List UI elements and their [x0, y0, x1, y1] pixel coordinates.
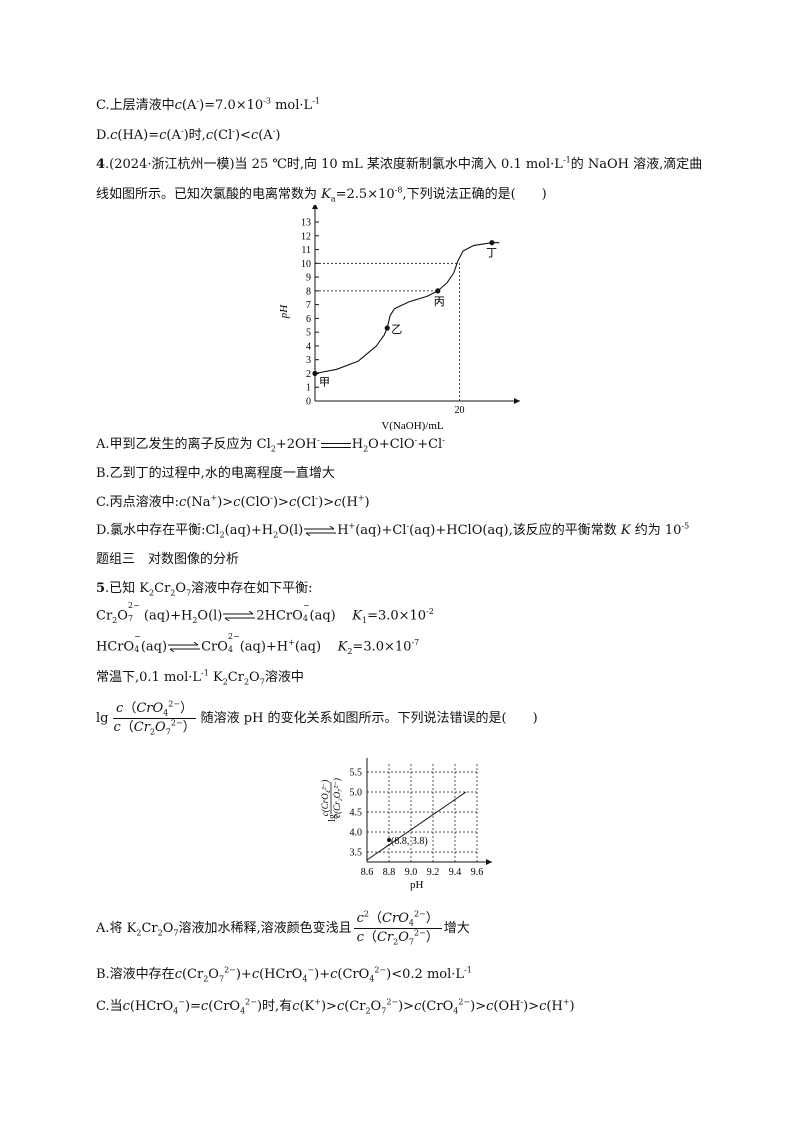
- reversible-arrow: [304, 525, 337, 536]
- reversible-arrow: [168, 641, 201, 653]
- x-tick-label: 9.4: [449, 867, 462, 878]
- y-tick-label: 10: [301, 259, 311, 270]
- option-5b: B.溶液中存在c(Cr2O72−)+c(HCrO4−)+c(CrO42−)<0.…: [96, 965, 472, 984]
- equals-arrow: [320, 441, 351, 449]
- log-ratio-chart: 8.6 8.8 9.0 9.2 9.4 9.6 3.5 4.0 4.5 5.0 5.5 (8.8, 3…: [320, 758, 492, 891]
- equilibrium-1: Cr2O2− 7 (aq)+H2O(l) 2HCrO− 4 (aq) K1=3.0×10…: [96, 600, 434, 626]
- y-tick-label: 3.5: [350, 848, 363, 859]
- y-tick-label: 7: [306, 300, 311, 311]
- question-4-line2: 线如图所示。已知次氯酸的电离常数为 Ka=2.5×10-8,下列说法正确的是( …: [96, 185, 547, 204]
- equilibrium-2: HCrO− 4 (aq) CrO2− 4 (aq)+H+(aq) K2=3.0×10-7: [96, 631, 420, 657]
- y-tick-label: 5.5: [350, 768, 363, 779]
- option-4d: D.氯水中存在平衡:Cl2(aq)+H2O(l) H+(aq)+Cl-(aq)+H…: [96, 521, 690, 540]
- point-label: 丙: [434, 296, 445, 308]
- data-point: [312, 370, 318, 377]
- option-d-prev: D.c(HA)=c(A-)时,c(Cl-)<c(A-): [96, 126, 281, 143]
- y-tick-label: 13: [301, 218, 311, 229]
- point-annotation: (8.8, 3.8): [391, 836, 428, 847]
- option-c-prev: C.上层清液中c(A-)=7.0×10-3 mol·L-1: [96, 96, 320, 113]
- data-line: [366, 791, 467, 861]
- y-tick-label: 6: [306, 314, 311, 325]
- point-label: 甲: [319, 376, 330, 388]
- question-5-condition: 常温下,0.1 mol·L-1 K2Cr2O7溶液中: [96, 668, 304, 687]
- y-label-denominator: c(Cr₂O₇²⁻): [332, 778, 342, 818]
- point-label: 乙: [391, 323, 402, 336]
- option-4c: C.丙点溶液中:c(Na+)>c(ClO-)>c(Cl-)>c(H+): [96, 493, 370, 510]
- x-tick-label: 20: [454, 405, 464, 416]
- data-point: [384, 325, 390, 331]
- x-axis-label: pH: [410, 879, 424, 891]
- question-5-line1: 5.已知 K2Cr2O7溶液中存在如下平衡:: [96, 581, 313, 598]
- y-tick-label: 11: [301, 245, 311, 256]
- y-axis-label: lgc(CrO₄²⁻) c(Cr₂O₇²⁻): [320, 778, 342, 822]
- option-4b: B.乙到丁的过程中,水的电离程度一直增大: [96, 466, 335, 481]
- x-tick-label: 9.6: [471, 867, 484, 878]
- y-tick-label: 1: [306, 383, 311, 394]
- y-tick-label: 4.5: [350, 808, 363, 819]
- option-5a: A.将 K2Cr2O7溶液加水稀释,溶液颜色变浅且 c2（CrO42−） c（Cr2…: [96, 909, 470, 947]
- option-4a: A.甲到乙发生的离子反应为 Cl2+2OH- H2O+ClO-+Cl-: [96, 435, 445, 454]
- y-tick-label: 2: [306, 369, 311, 380]
- question-4-line1: 4.(2024·浙江杭州一模)当 25 ℃时,向 10 mL 某浓度新制氯水中滴…: [96, 155, 703, 172]
- x-tick-label: 9.2: [427, 867, 440, 878]
- y-axis-label: pH: [278, 304, 290, 320]
- x-tick-label: 9.0: [405, 867, 418, 878]
- reversible-arrow: [223, 610, 256, 622]
- y-tick-label: 3: [306, 355, 311, 366]
- y-tick-label: 9: [306, 273, 311, 284]
- x-axis-arrow: [514, 398, 520, 404]
- data-point: [489, 240, 495, 246]
- x-axis-label: V(NaOH)/mL: [381, 420, 444, 432]
- x-tick-label: 8.6: [361, 867, 374, 878]
- y-label-lg: lg: [327, 814, 338, 822]
- data-point: [435, 288, 441, 294]
- log-ratio-plot: 8.6 8.8 9.0 9.2 9.4 9.6 3.5 4.0 4.5 5.0 5.5 (8.8, 3…: [320, 758, 492, 891]
- y-tick-label: 5: [306, 328, 311, 339]
- question-5-relation: lg c（CrO42−） c（Cr2O72−） 随溶液 pH 的变化关系如图所示。下列…: [96, 699, 538, 737]
- data-point: [387, 838, 391, 842]
- y-axis-arrow: [312, 205, 318, 209]
- y-tick-label: 12: [301, 231, 311, 242]
- x-axis-arrow: [486, 859, 492, 865]
- group-3-heading: 题组三 对数图像的分析: [96, 552, 240, 567]
- y-tick-label: 0: [306, 397, 311, 408]
- x-tick-label: 8.8: [383, 867, 396, 878]
- y-label-numerator: c(CrO₄²⁻): [320, 780, 330, 817]
- y-tick-label: 5.0: [350, 788, 363, 799]
- titration-curve: [314, 242, 500, 375]
- y-tick-label: 8: [306, 286, 311, 297]
- y-tick-label: 4.0: [350, 828, 363, 839]
- option-5c: C.当c(HCrO4−)=c(CrO42−)时,有c(K+)>c(Cr2O72−…: [96, 997, 575, 1016]
- point-label: 丁: [486, 248, 497, 260]
- y-tick-label: 4: [306, 341, 311, 352]
